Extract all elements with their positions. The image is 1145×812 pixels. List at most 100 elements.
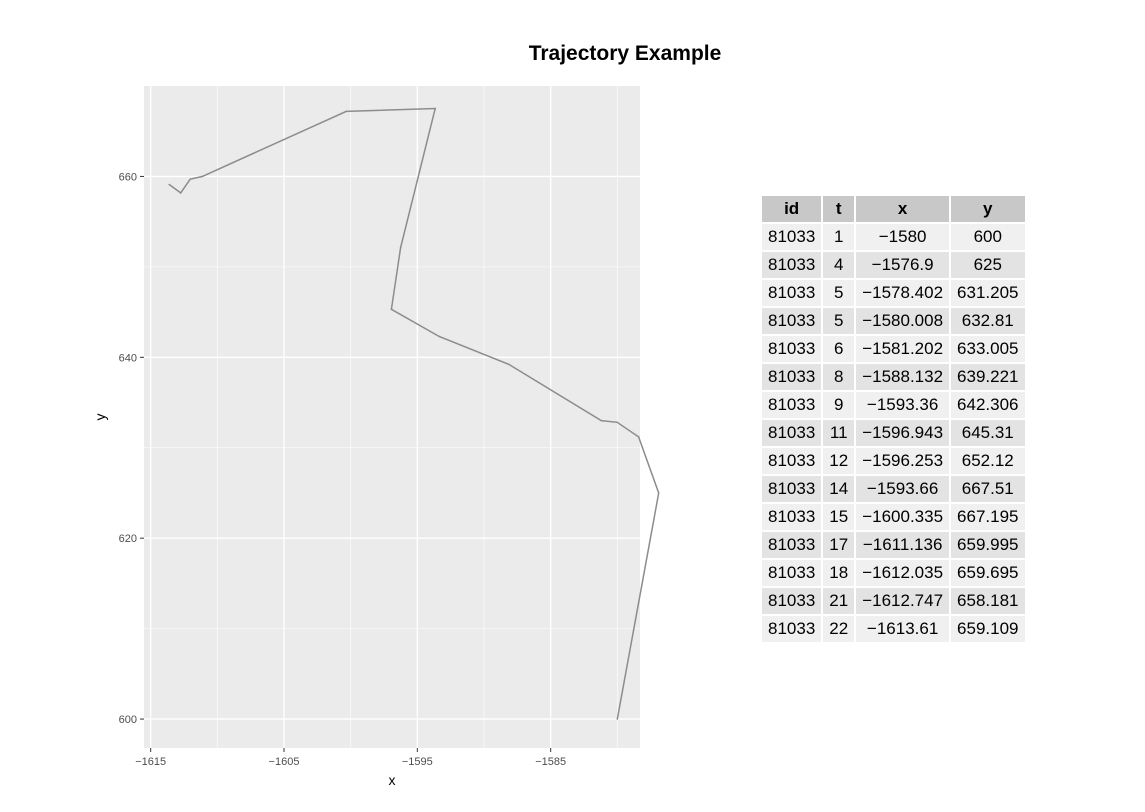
table-cell-x: −1612.035 (856, 560, 950, 586)
column-header-y: y (951, 196, 1025, 222)
table-cell-x: −1588.132 (856, 364, 950, 390)
table-cell-y: 659.995 (951, 532, 1025, 558)
table-row: 81033 11 −1596.943 645.31 (762, 420, 1025, 446)
chart-title: Trajectory Example (528, 42, 722, 65)
table-cell-id: 81033 (762, 364, 822, 390)
y-tick-label: 640 (119, 352, 137, 364)
table-cell-y: 659.109 (951, 616, 1025, 642)
table-cell-id: 81033 (762, 420, 822, 446)
table-cell-t: 15 (823, 504, 855, 530)
table-cell-x: −1612.747 (856, 588, 950, 614)
table-cell-x: −1593.66 (856, 476, 950, 502)
x-axis-title: x (389, 772, 396, 788)
y-tick-label: 660 (119, 171, 137, 183)
x-tick-label: −1595 (402, 756, 433, 768)
table-cell-t: 9 (823, 392, 855, 418)
plot-panel (144, 86, 640, 748)
table-cell-t: 1 (823, 224, 855, 250)
table-cell-x: −1593.36 (856, 392, 950, 418)
trajectory-point (168, 183, 170, 186)
trajectory-point (508, 363, 510, 366)
trajectory-point (345, 110, 348, 113)
table-cell-t: 14 (823, 476, 855, 502)
table-cell-x: −1580.008 (856, 308, 950, 334)
table-cell-t: 12 (823, 448, 855, 474)
table-cell-t: 5 (823, 280, 855, 306)
table-row: 81033 17 −1611.136 659.995 (762, 532, 1025, 558)
table-cell-y: 633.005 (951, 336, 1025, 362)
trajectory-point (434, 107, 437, 110)
table-row: 81033 21 −1612.747 658.181 (762, 588, 1025, 614)
table-cell-y: 667.51 (951, 476, 1025, 502)
x-tick-label: −1605 (269, 756, 300, 768)
axis-ticks (140, 175, 552, 752)
table-cell-x: −1580 (856, 224, 950, 250)
x-tick-labels: −1615 −1605 −1595 −1585 (135, 756, 566, 768)
trajectory-point (179, 192, 182, 194)
table-cell-t: 17 (823, 532, 855, 558)
table-row: 81033 12 −1596.253 652.12 (762, 448, 1025, 474)
x-tick-label: −1585 (535, 756, 566, 768)
table-cell-id: 81033 (762, 588, 822, 614)
y-tick-label: 620 (119, 533, 137, 545)
y-tick-labels: 600 620 640 660 (119, 171, 137, 726)
table-cell-x: −1613.61 (856, 616, 950, 642)
table-cell-x: −1578.402 (856, 280, 950, 306)
table-cell-t: 5 (823, 308, 855, 334)
table-cell-t: 22 (823, 616, 855, 642)
table-cell-id: 81033 (762, 532, 822, 558)
column-header-x: x (856, 196, 950, 222)
table-cell-id: 81033 (762, 448, 822, 474)
table-cell-y: 632.81 (951, 308, 1025, 334)
table-cell-id: 81033 (762, 224, 822, 250)
trajectory-table: id t x y 81033 1 −1580 600 81033 4 −1576.9 625 8103… (760, 194, 1027, 644)
table-cell-y: 652.12 (951, 448, 1025, 474)
trajectory-points (168, 107, 660, 720)
trajectory-point (637, 436, 640, 438)
table-cell-x: −1576.9 (856, 252, 950, 278)
table-row: 81033 15 −1600.335 667.195 (762, 504, 1025, 530)
table-cell-id: 81033 (762, 560, 822, 586)
table-cell-x: −1600.335 (856, 504, 950, 530)
table-row: 81033 5 −1578.402 631.205 (762, 280, 1025, 306)
table-cell-t: 21 (823, 588, 855, 614)
table-row: 81033 14 −1593.66 667.51 (762, 476, 1025, 502)
trajectory-point (616, 421, 619, 424)
table-header-row: id t x y (762, 196, 1025, 222)
table-cell-y: 658.181 (951, 588, 1025, 614)
table-row: 81033 4 −1576.9 625 (762, 252, 1025, 278)
table-cell-x: −1596.253 (856, 448, 950, 474)
table-row: 81033 18 −1612.035 659.695 (762, 560, 1025, 586)
table-cell-id: 81033 (762, 616, 822, 642)
table-cell-t: 18 (823, 560, 855, 586)
table-row: 81033 8 −1588.132 639.221 (762, 364, 1025, 390)
table-cell-y: 659.695 (951, 560, 1025, 586)
table-cell-id: 81033 (762, 476, 822, 502)
table-cell-id: 81033 (762, 308, 822, 334)
table-row: 81033 6 −1581.202 633.005 (762, 336, 1025, 362)
table-cell-x: −1581.202 (856, 336, 950, 362)
table-row: 81033 5 −1580.008 632.81 (762, 308, 1025, 334)
trajectory-point (201, 175, 203, 178)
table-cell-t: 11 (823, 420, 855, 446)
y-axis-title: y (92, 414, 108, 421)
table-cell-y: 642.306 (951, 392, 1025, 418)
table-cell-id: 81033 (762, 392, 822, 418)
table-cell-y: 631.205 (951, 280, 1025, 306)
trajectory-point (390, 308, 393, 311)
trajectory-point (616, 718, 619, 720)
table-cell-id: 81033 (762, 280, 822, 306)
table-cell-y: 645.31 (951, 420, 1025, 446)
table-row: 81033 22 −1613.61 659.109 (762, 616, 1025, 642)
trajectory-point (438, 335, 441, 338)
table-cell-t: 6 (823, 336, 855, 362)
table-row: 81033 9 −1593.36 642.306 (762, 392, 1025, 418)
x-tick-label: −1615 (135, 756, 166, 768)
table-cell-t: 8 (823, 364, 855, 390)
table-row: 81033 1 −1580 600 (762, 224, 1025, 250)
trajectory-point (189, 178, 191, 180)
major-gridlines (144, 86, 640, 748)
table-cell-id: 81033 (762, 504, 822, 530)
table-cell-x: −1611.136 (856, 532, 950, 558)
